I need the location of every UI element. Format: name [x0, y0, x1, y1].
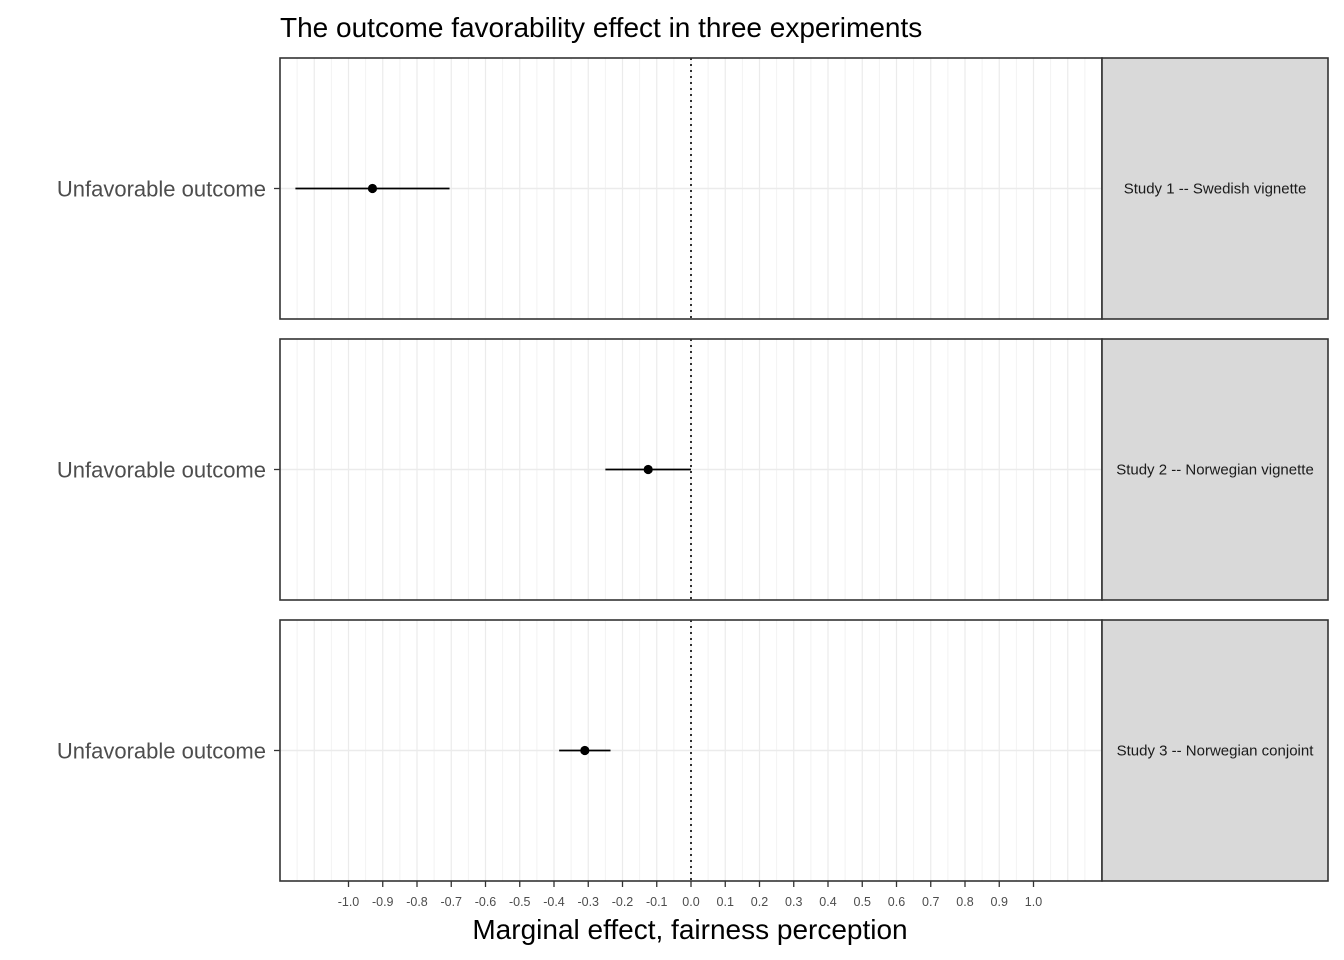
x-axis-tick-label: -0.3 — [577, 895, 599, 909]
y-axis-category-label: Unfavorable outcome — [57, 177, 266, 202]
x-axis-tick-label: 0.9 — [991, 895, 1008, 909]
facet-strip — [1101, 619, 1329, 882]
chart-title: The outcome favorability effect in three… — [280, 12, 922, 43]
x-axis-tick-label: -0.2 — [612, 895, 634, 909]
x-axis-tick-label: 0.1 — [717, 895, 734, 909]
x-axis-tick-label: 0.2 — [751, 895, 768, 909]
x-axis-tick-label: 1.0 — [1025, 895, 1042, 909]
y-axis-category-label: Unfavorable outcome — [57, 458, 266, 483]
x-axis-tick-label: -0.8 — [406, 895, 428, 909]
y-axis-category-label: Unfavorable outcome — [57, 739, 266, 764]
x-axis-tick-label: 0.6 — [888, 895, 905, 909]
facet-strip — [1101, 57, 1329, 320]
x-axis-tick-label: -1.0 — [338, 895, 360, 909]
facet-strip-label: Study 2 -- Norwegian vignette — [1116, 462, 1314, 479]
facet-strip-label: Study 3 -- Norwegian conjoint — [1117, 743, 1315, 760]
x-axis-tick-label: -0.1 — [646, 895, 668, 909]
x-axis-tick-label: -0.5 — [509, 895, 531, 909]
point-estimate — [367, 183, 378, 194]
x-axis-label: Marginal effect, fairness perception — [472, 914, 907, 945]
x-axis-tick-label: 0.7 — [922, 895, 939, 909]
x-axis-tick-label: 0.3 — [785, 895, 802, 909]
point-estimate — [580, 745, 590, 756]
x-axis-tick-label: -0.7 — [440, 895, 462, 909]
x-axis-tick-label: -0.9 — [372, 895, 394, 909]
x-axis-tick-label: 0.8 — [956, 895, 973, 909]
x-axis-tick-label: 0.4 — [819, 895, 836, 909]
point-estimate — [643, 464, 653, 475]
x-axis-tick-label: -0.4 — [543, 895, 565, 909]
x-axis-tick-label: 0.0 — [682, 895, 699, 909]
x-axis-tick-label: 0.5 — [854, 895, 871, 909]
facet-strip — [1101, 338, 1329, 601]
x-axis-tick-label: -0.6 — [475, 895, 497, 909]
facet-strip-label: Study 1 -- Swedish vignette — [1124, 181, 1307, 198]
